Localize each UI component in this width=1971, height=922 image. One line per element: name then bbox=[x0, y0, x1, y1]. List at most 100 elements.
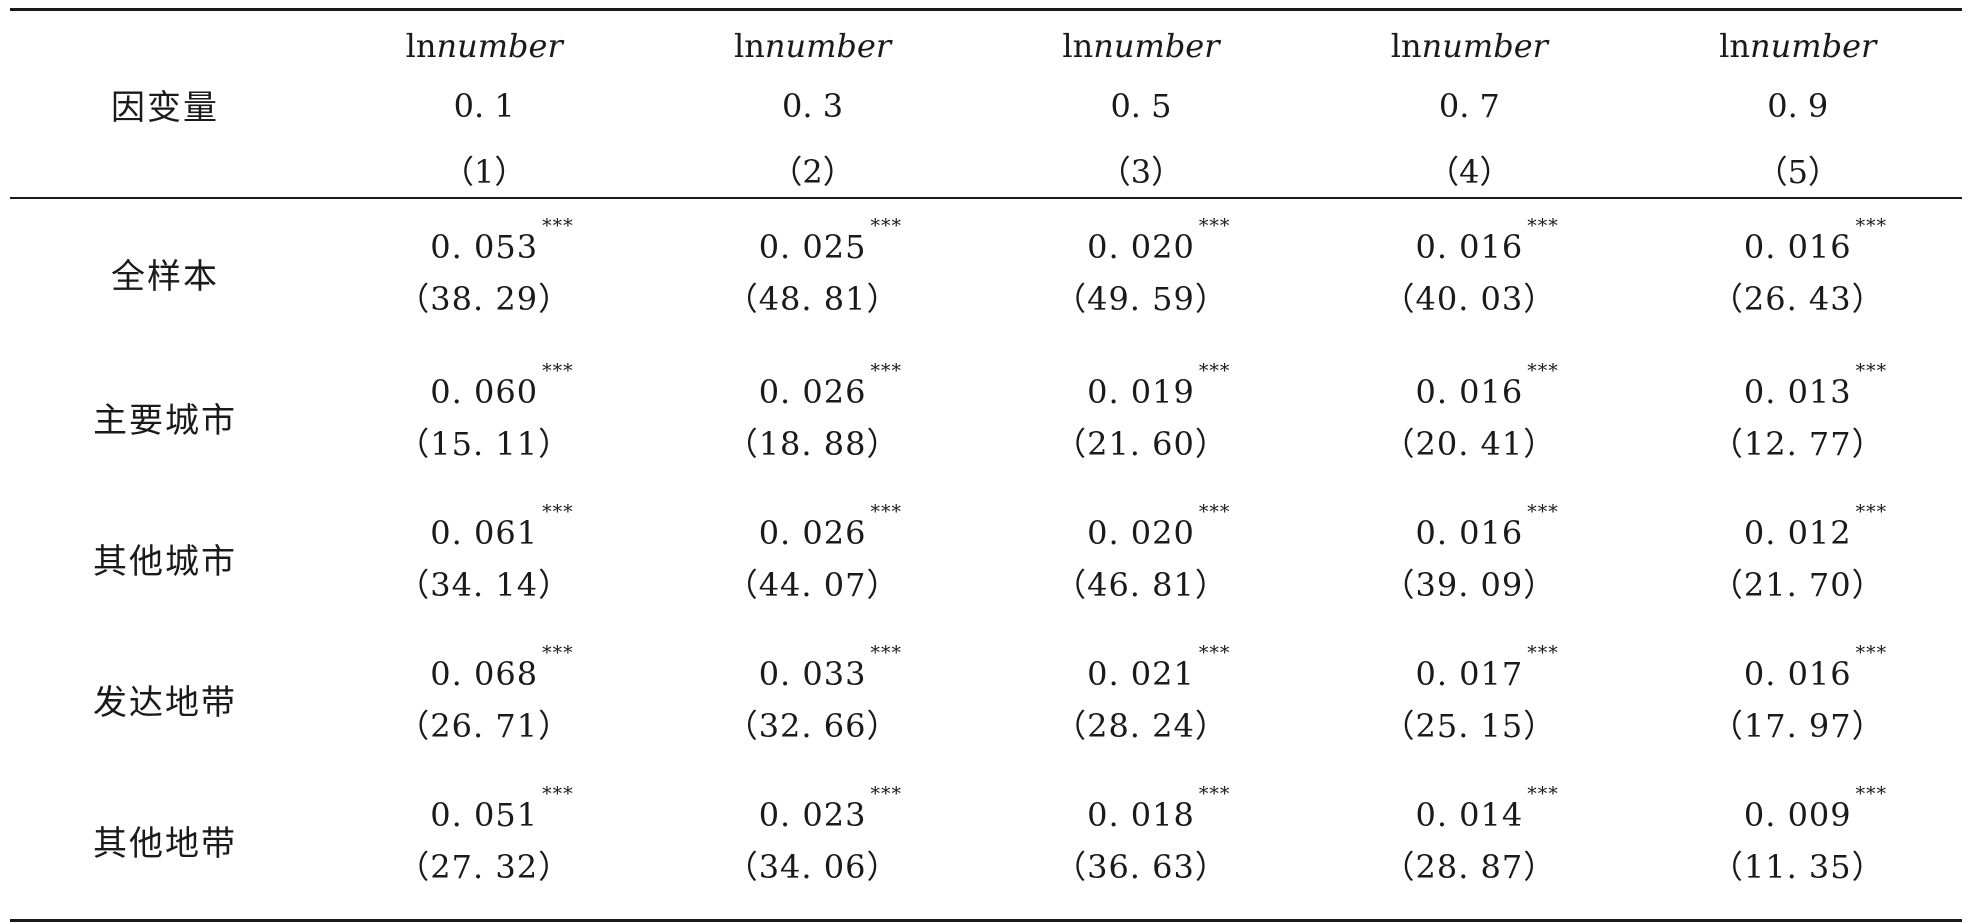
significance-stars: *** bbox=[870, 359, 902, 382]
coefficient-value: 0. 017 bbox=[1415, 654, 1524, 693]
coefficient-value: 0. 051 bbox=[430, 795, 539, 834]
coefficient-value: 0. 018 bbox=[1087, 795, 1195, 834]
coefficient-value: 0. 020 bbox=[1087, 228, 1195, 266]
row-label: 全样本 bbox=[111, 256, 219, 297]
significance-stars: *** bbox=[1855, 641, 1888, 664]
significance-stars: *** bbox=[1855, 359, 1888, 382]
t-statistic: （28. 87） bbox=[1382, 847, 1557, 886]
t-statistic: （34. 14） bbox=[397, 565, 572, 604]
table-cell: 0. 016 *** （20. 41） bbox=[1305, 361, 1633, 463]
t-statistic: （26. 43） bbox=[1710, 280, 1885, 318]
coefficient-value: 0. 016 bbox=[1415, 372, 1524, 411]
row-label: 其他城市 bbox=[93, 542, 237, 582]
t-statistic: （17. 97） bbox=[1710, 706, 1885, 745]
table-cell: 0. 017 *** （25. 15） bbox=[1305, 643, 1633, 742]
coefficient-value: 0. 023 bbox=[758, 795, 867, 834]
dependent-variable-label: lnnumber bbox=[405, 27, 563, 65]
significance-stars: *** bbox=[1198, 215, 1231, 237]
quantile-label: 0. 3 bbox=[782, 87, 844, 125]
table-cell: 0. 053 *** （38. 29） bbox=[320, 217, 648, 318]
t-statistic: （44. 07） bbox=[725, 565, 900, 604]
t-statistic: （28. 24） bbox=[1054, 706, 1228, 745]
table-cell: 0. 026 *** （18. 88） bbox=[648, 361, 976, 460]
column-index: （5） bbox=[1755, 153, 1840, 191]
dependent-variable-label: lnnumber bbox=[1062, 27, 1220, 65]
significance-stars: *** bbox=[1198, 782, 1231, 805]
table-cell: 0. 012 *** （21. 70） bbox=[1634, 502, 1962, 601]
t-statistic: （11. 35） bbox=[1710, 847, 1885, 886]
coefficient-value: 0. 013 bbox=[1743, 372, 1852, 411]
t-statistic: （21. 60） bbox=[1054, 424, 1228, 463]
table-top-rule bbox=[10, 8, 1962, 11]
significance-stars: *** bbox=[542, 782, 574, 805]
table-cell: 0. 016 *** （17. 97） bbox=[1634, 643, 1962, 745]
table-cell: 0. 014 *** （28. 87） bbox=[1305, 784, 1633, 886]
coefficient-value: 0. 068 bbox=[430, 654, 539, 693]
significance-stars: *** bbox=[1198, 500, 1231, 523]
column-index: （3） bbox=[1098, 153, 1184, 191]
row-label-header: 因变量 bbox=[111, 87, 219, 128]
row-label: 主要城市 bbox=[93, 401, 237, 441]
significance-stars: *** bbox=[1527, 215, 1559, 237]
t-statistic: （48. 81） bbox=[725, 280, 900, 318]
table-cell: 0. 020 *** （49. 59） bbox=[977, 217, 1305, 318]
coefficient-value: 0. 014 bbox=[1415, 795, 1524, 834]
significance-stars: *** bbox=[870, 782, 902, 805]
table-cell: 0. 020 *** （46. 81） bbox=[977, 502, 1305, 604]
t-statistic: （38. 29） bbox=[397, 280, 572, 318]
significance-stars: *** bbox=[1855, 500, 1888, 523]
t-statistic: （20. 41） bbox=[1382, 424, 1557, 463]
significance-stars: *** bbox=[1855, 782, 1888, 805]
table-cell: 0. 025 *** （48. 81） bbox=[648, 217, 976, 318]
column-header-5: lnnumber 0. 9 （5） bbox=[1634, 15, 1962, 193]
table-cell: 0. 051 *** （27. 32） bbox=[320, 784, 648, 883]
table-cell: 0. 026 *** （44. 07） bbox=[648, 502, 976, 604]
coefficient-value: 0. 009 bbox=[1743, 795, 1852, 834]
coefficient-value: 0. 061 bbox=[430, 513, 539, 552]
dependent-variable-label: lnnumber bbox=[734, 27, 892, 65]
column-header-4: lnnumber 0. 7 （4） bbox=[1305, 15, 1633, 193]
table-cell: 0. 013 *** （12. 77） bbox=[1634, 361, 1962, 460]
quantile-label: 0. 5 bbox=[1110, 87, 1172, 125]
table-cell: 0. 023 *** （34. 06） bbox=[648, 784, 976, 883]
t-statistic: （46. 81） bbox=[1054, 565, 1228, 604]
significance-stars: *** bbox=[1527, 641, 1559, 664]
t-statistic: （26. 71） bbox=[397, 706, 572, 745]
table-row: 全样本 0. 053 *** （38. 29） 0. 025 *** （48. 81） … bbox=[10, 199, 1962, 347]
column-header-3: lnnumber 0. 5 （3） bbox=[977, 15, 1305, 193]
significance-stars: *** bbox=[870, 641, 902, 664]
coefficient-value: 0. 026 bbox=[758, 513, 867, 552]
coefficient-value: 0. 053 bbox=[430, 228, 539, 266]
coefficient-value: 0. 021 bbox=[1087, 654, 1195, 693]
table-cell: 0. 019 *** （21. 60） bbox=[977, 361, 1305, 463]
table-cell: 0. 016 *** （26. 43） bbox=[1634, 217, 1962, 318]
coefficient-value: 0. 016 bbox=[1743, 228, 1852, 266]
t-statistic: （32. 66） bbox=[725, 706, 900, 745]
significance-stars: *** bbox=[1527, 500, 1559, 523]
table-cell: 0. 021 *** （28. 24） bbox=[977, 643, 1305, 745]
significance-stars: *** bbox=[542, 500, 574, 523]
dependent-variable-label: lnnumber bbox=[1390, 27, 1548, 65]
column-header-2: lnnumber 0. 3 （2） bbox=[648, 15, 976, 193]
table-cell: 0. 018 *** （36. 63） bbox=[977, 784, 1305, 883]
significance-stars: *** bbox=[542, 641, 574, 664]
table-row: 其他地带 0. 051 *** （27. 32） 0. 023 *** （34. 06）… bbox=[10, 770, 1962, 911]
significance-stars: *** bbox=[542, 359, 574, 382]
quantile-label: 0. 9 bbox=[1767, 87, 1829, 125]
t-statistic: （39. 09） bbox=[1382, 565, 1557, 604]
t-statistic: （49. 59） bbox=[1054, 280, 1228, 318]
significance-stars: *** bbox=[1527, 359, 1559, 382]
coefficient-value: 0. 060 bbox=[430, 372, 539, 411]
table-cell: 0. 061 *** （34. 14） bbox=[320, 502, 648, 604]
significance-stars: *** bbox=[542, 215, 574, 237]
table-cell: 0. 033 *** （32. 66） bbox=[648, 643, 976, 745]
coefficient-value: 0. 025 bbox=[758, 228, 867, 266]
coefficient-value: 0. 012 bbox=[1743, 513, 1852, 552]
t-statistic: （40. 03） bbox=[1382, 280, 1557, 318]
column-index: （2） bbox=[770, 153, 855, 191]
table-row: 主要城市 0. 060 *** （15. 11） 0. 026 *** （18. 88）… bbox=[10, 347, 1962, 488]
table-header-rule bbox=[10, 197, 1962, 199]
table-cell: 0. 016 *** （40. 03） bbox=[1305, 217, 1633, 318]
row-label: 其他地带 bbox=[93, 824, 237, 864]
quantile-label: 0. 1 bbox=[453, 87, 515, 125]
